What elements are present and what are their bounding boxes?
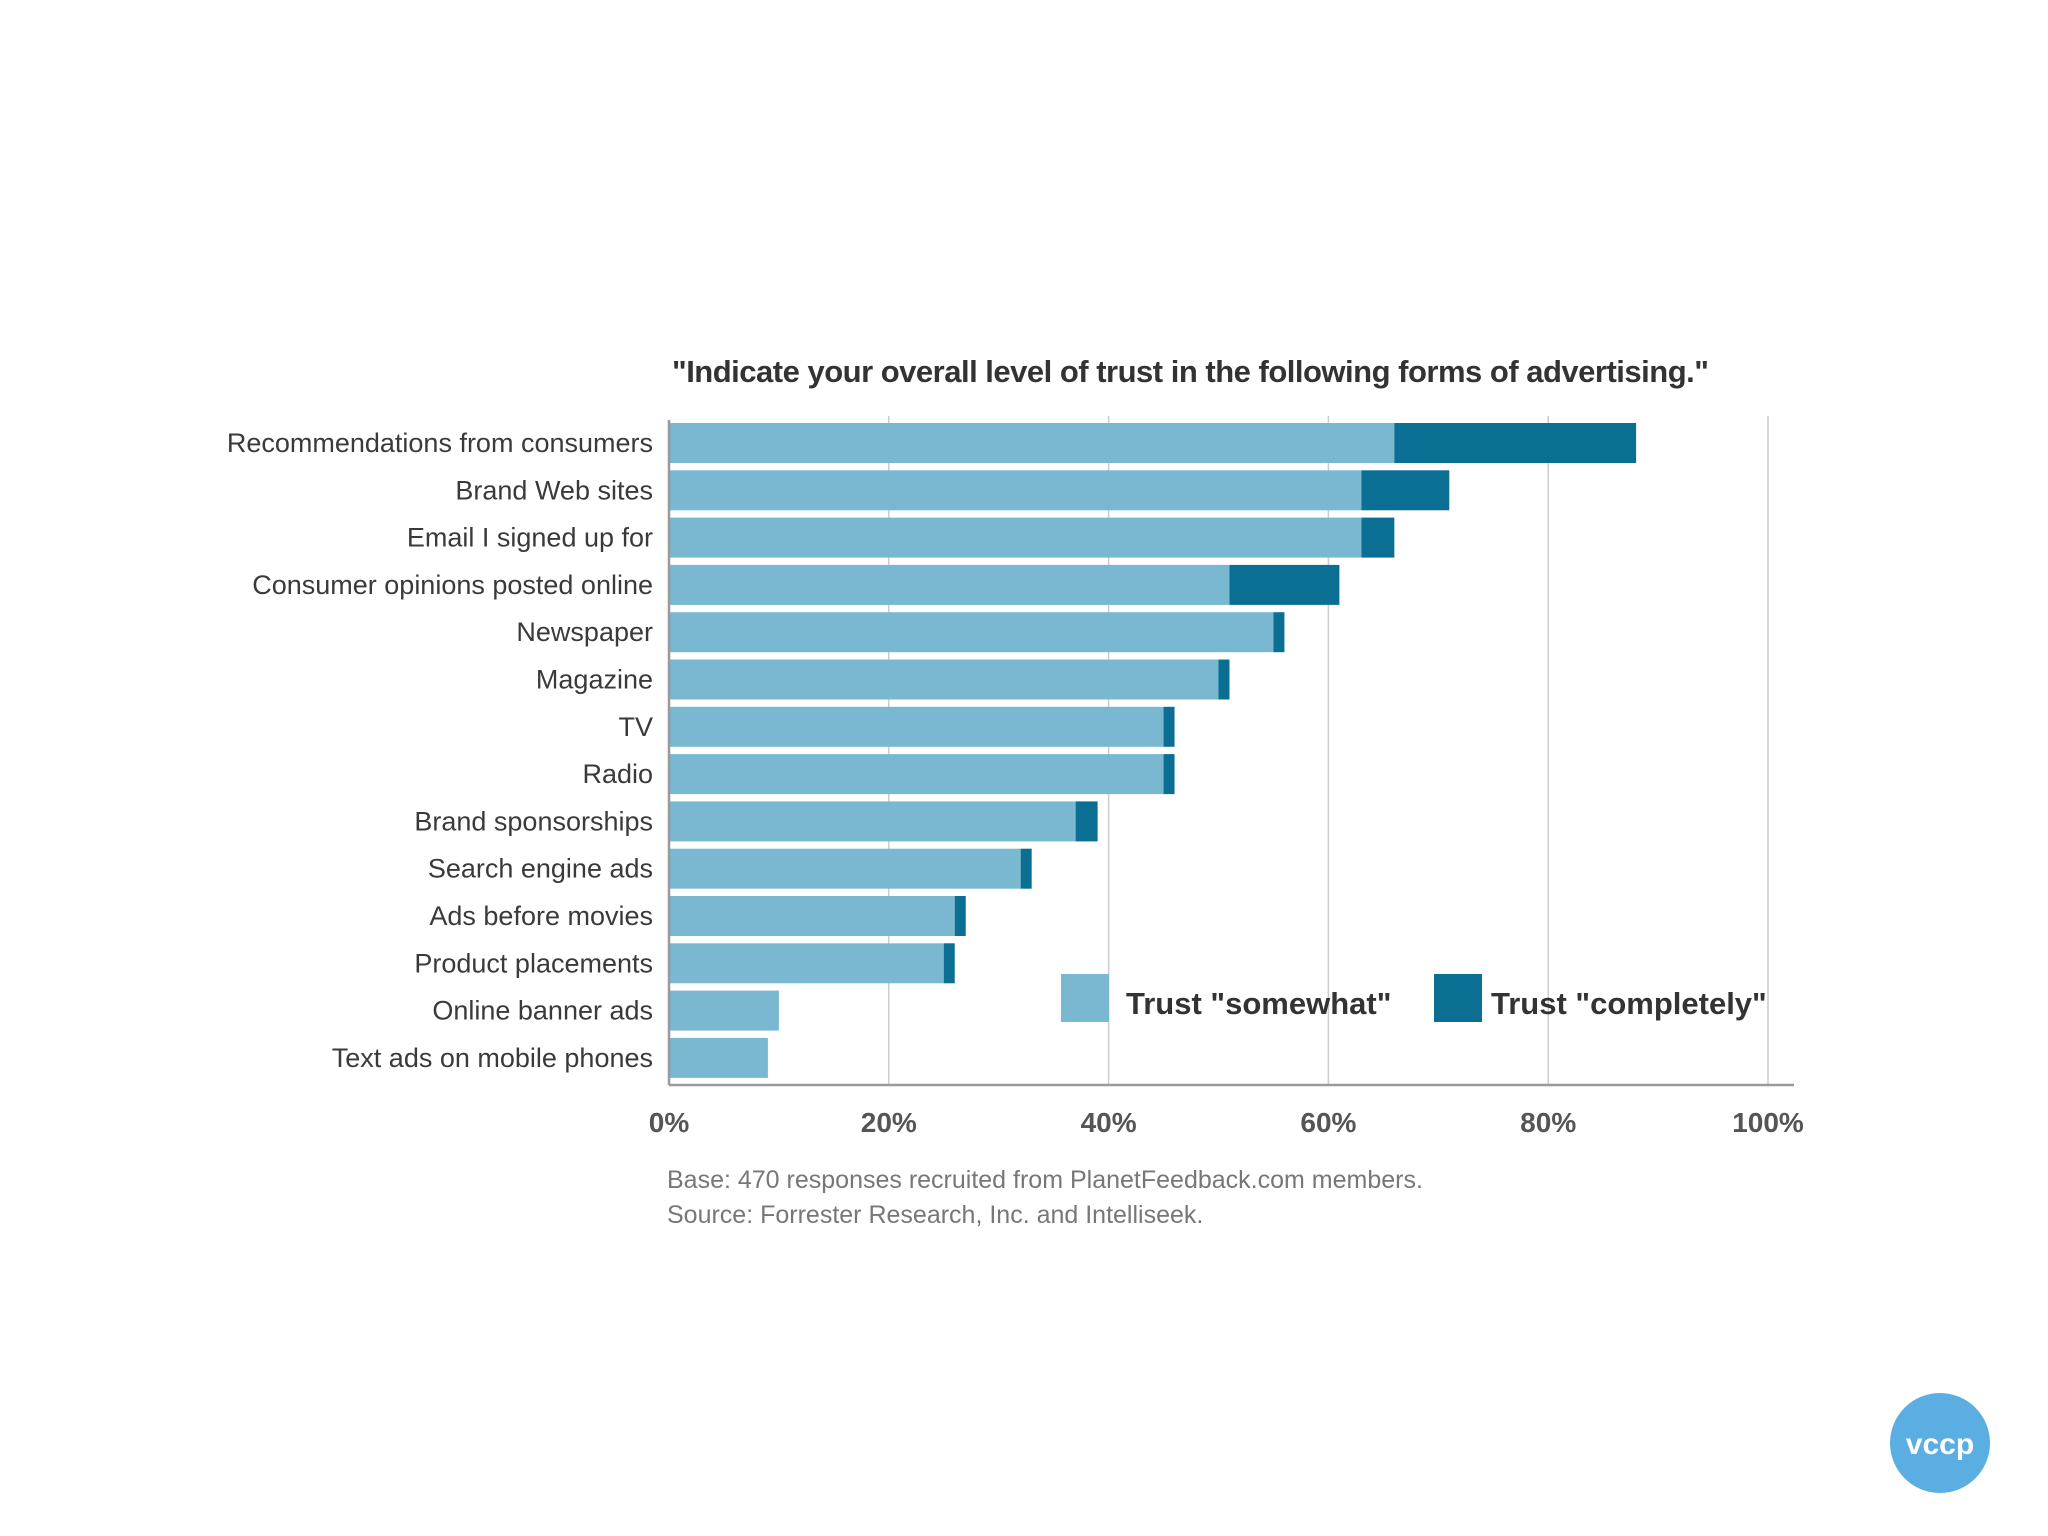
bar-completely [1163,706,1175,747]
legend-label-somewhat: Trust "somewhat" [1126,986,1391,1021]
bar-completely [1075,801,1098,842]
bar-somewhat [669,896,955,936]
category-label: Product placements [414,948,653,978]
category-labels: Recommendations from consumers Brand Web … [227,428,653,1073]
bar-completely [1020,848,1032,889]
legend-swatch-completely [1434,974,1482,1022]
category-label: Magazine [536,665,653,695]
bar-completely [1273,612,1285,653]
bar-somewhat [669,470,1362,511]
category-label: Online banner ads [432,996,653,1026]
bar-somewhat [669,848,1021,889]
bar-somewhat [669,990,779,1031]
bar-completely [1394,423,1637,463]
category-label: Brand Web sites [455,475,653,505]
x-tick-label: 100% [1732,1107,1804,1138]
bar-somewhat [669,943,944,984]
x-tick-label: 80% [1520,1107,1576,1138]
bar-group [669,423,1637,1078]
bar-somewhat [669,659,1219,700]
logo-circle [1890,1393,1990,1493]
category-label: Consumer opinions posted online [252,570,653,600]
bar-somewhat [669,754,1164,795]
category-label: Brand sponsorships [414,806,653,836]
legend-swatch-somewhat [1061,974,1109,1022]
bar-completely [1229,564,1340,605]
bar-completely [943,943,955,984]
x-tick-label: 0% [649,1107,690,1138]
category-label: Newspaper [516,617,653,647]
x-tick-label: 20% [861,1107,917,1138]
bar-somewhat [669,1037,768,1078]
category-label: Recommendations from consumers [227,428,653,458]
bar-somewhat [669,612,1274,653]
vccp-logo: vccp [1890,1393,1990,1493]
legend: Trust "somewhat" Trust "completely" [1061,974,1767,1022]
bar-completely [1361,517,1395,558]
category-label: Text ads on mobile phones [332,1043,653,1073]
footnote-source: Source: Forrester Research, Inc. and Int… [667,1201,1203,1229]
bar-somewhat [669,564,1230,605]
category-label: Search engine ads [428,854,653,884]
category-label: Radio [582,759,653,789]
bar-completely [954,896,966,936]
x-tick-label: 60% [1300,1107,1356,1138]
bar-completely [1361,470,1450,511]
gridlines [888,416,1769,1085]
x-axis: 0% 20% 40% 60% 80% 100% [649,420,1804,1138]
bar-completely [1218,659,1230,700]
category-label: TV [618,712,653,742]
legend-label-completely: Trust "completely" [1491,986,1767,1021]
bar-somewhat [669,801,1076,842]
bar-somewhat [669,423,1395,463]
bar-somewhat [669,706,1164,747]
footnote-base: Base: 470 responses recruited from Plane… [667,1166,1423,1194]
x-tick-label: 40% [1081,1107,1137,1138]
chart-title: "Indicate your overall level of trust in… [672,354,1708,389]
category-label: Ads before movies [429,901,653,931]
bar-somewhat [669,517,1362,558]
category-label: Email I signed up for [407,523,653,553]
bar-completely [1163,754,1175,795]
logo-text: vccp [1906,1428,1974,1461]
